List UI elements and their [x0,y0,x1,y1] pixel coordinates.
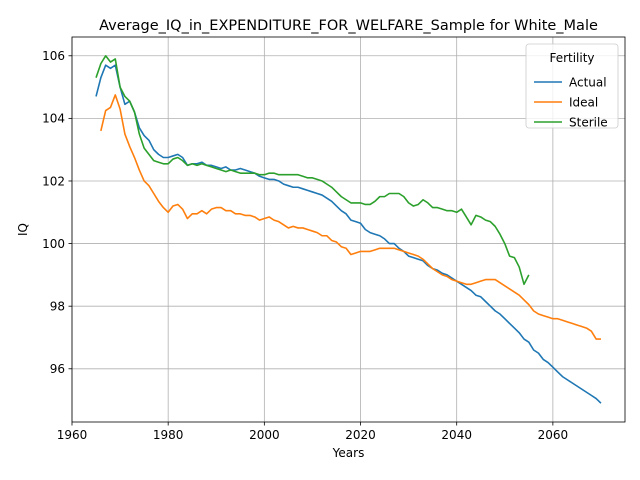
legend-label-sterile: Sterile [569,115,608,129]
x-tick-label: 2000 [249,428,280,442]
y-tick-label: 104 [42,112,65,126]
x-tick-label: 2040 [441,428,472,442]
y-tick-label: 102 [42,174,65,188]
chart-title: Average_IQ_in_EXPENDITURE_FOR_WELFARE_Sa… [99,18,598,34]
y-tick-label: 96 [50,362,65,376]
legend-label-ideal: Ideal [569,95,598,109]
y-axis-label: IQ [16,223,30,236]
x-axis-ticks: 1960 1980 2000 2020 2040 2060 [57,422,568,442]
series-line-sterile [95,54,530,286]
plot-area-frame [71,36,626,423]
legend-box [525,43,619,129]
y-tick-label: 106 [42,49,65,63]
legend: Fertility Actual Ideal Sterile [525,43,619,129]
x-axis-label: Years [332,446,365,460]
x-tick-label: 1960 [57,428,88,442]
y-tick-label: 100 [42,237,65,251]
x-gridlines [71,37,554,422]
y-axis-ticks: 96 98 100 102 104 106 [42,49,72,376]
x-tick-label: 1980 [153,428,184,442]
x-tick-label: 2020 [345,428,376,442]
series-line-actual [95,64,602,404]
series-line-ideal [100,94,601,340]
series-lines [95,54,602,404]
legend-title: Fertility [549,51,594,65]
legend-label-actual: Actual [569,75,607,89]
x-tick-label: 2060 [538,428,569,442]
y-tick-label: 98 [50,299,65,313]
